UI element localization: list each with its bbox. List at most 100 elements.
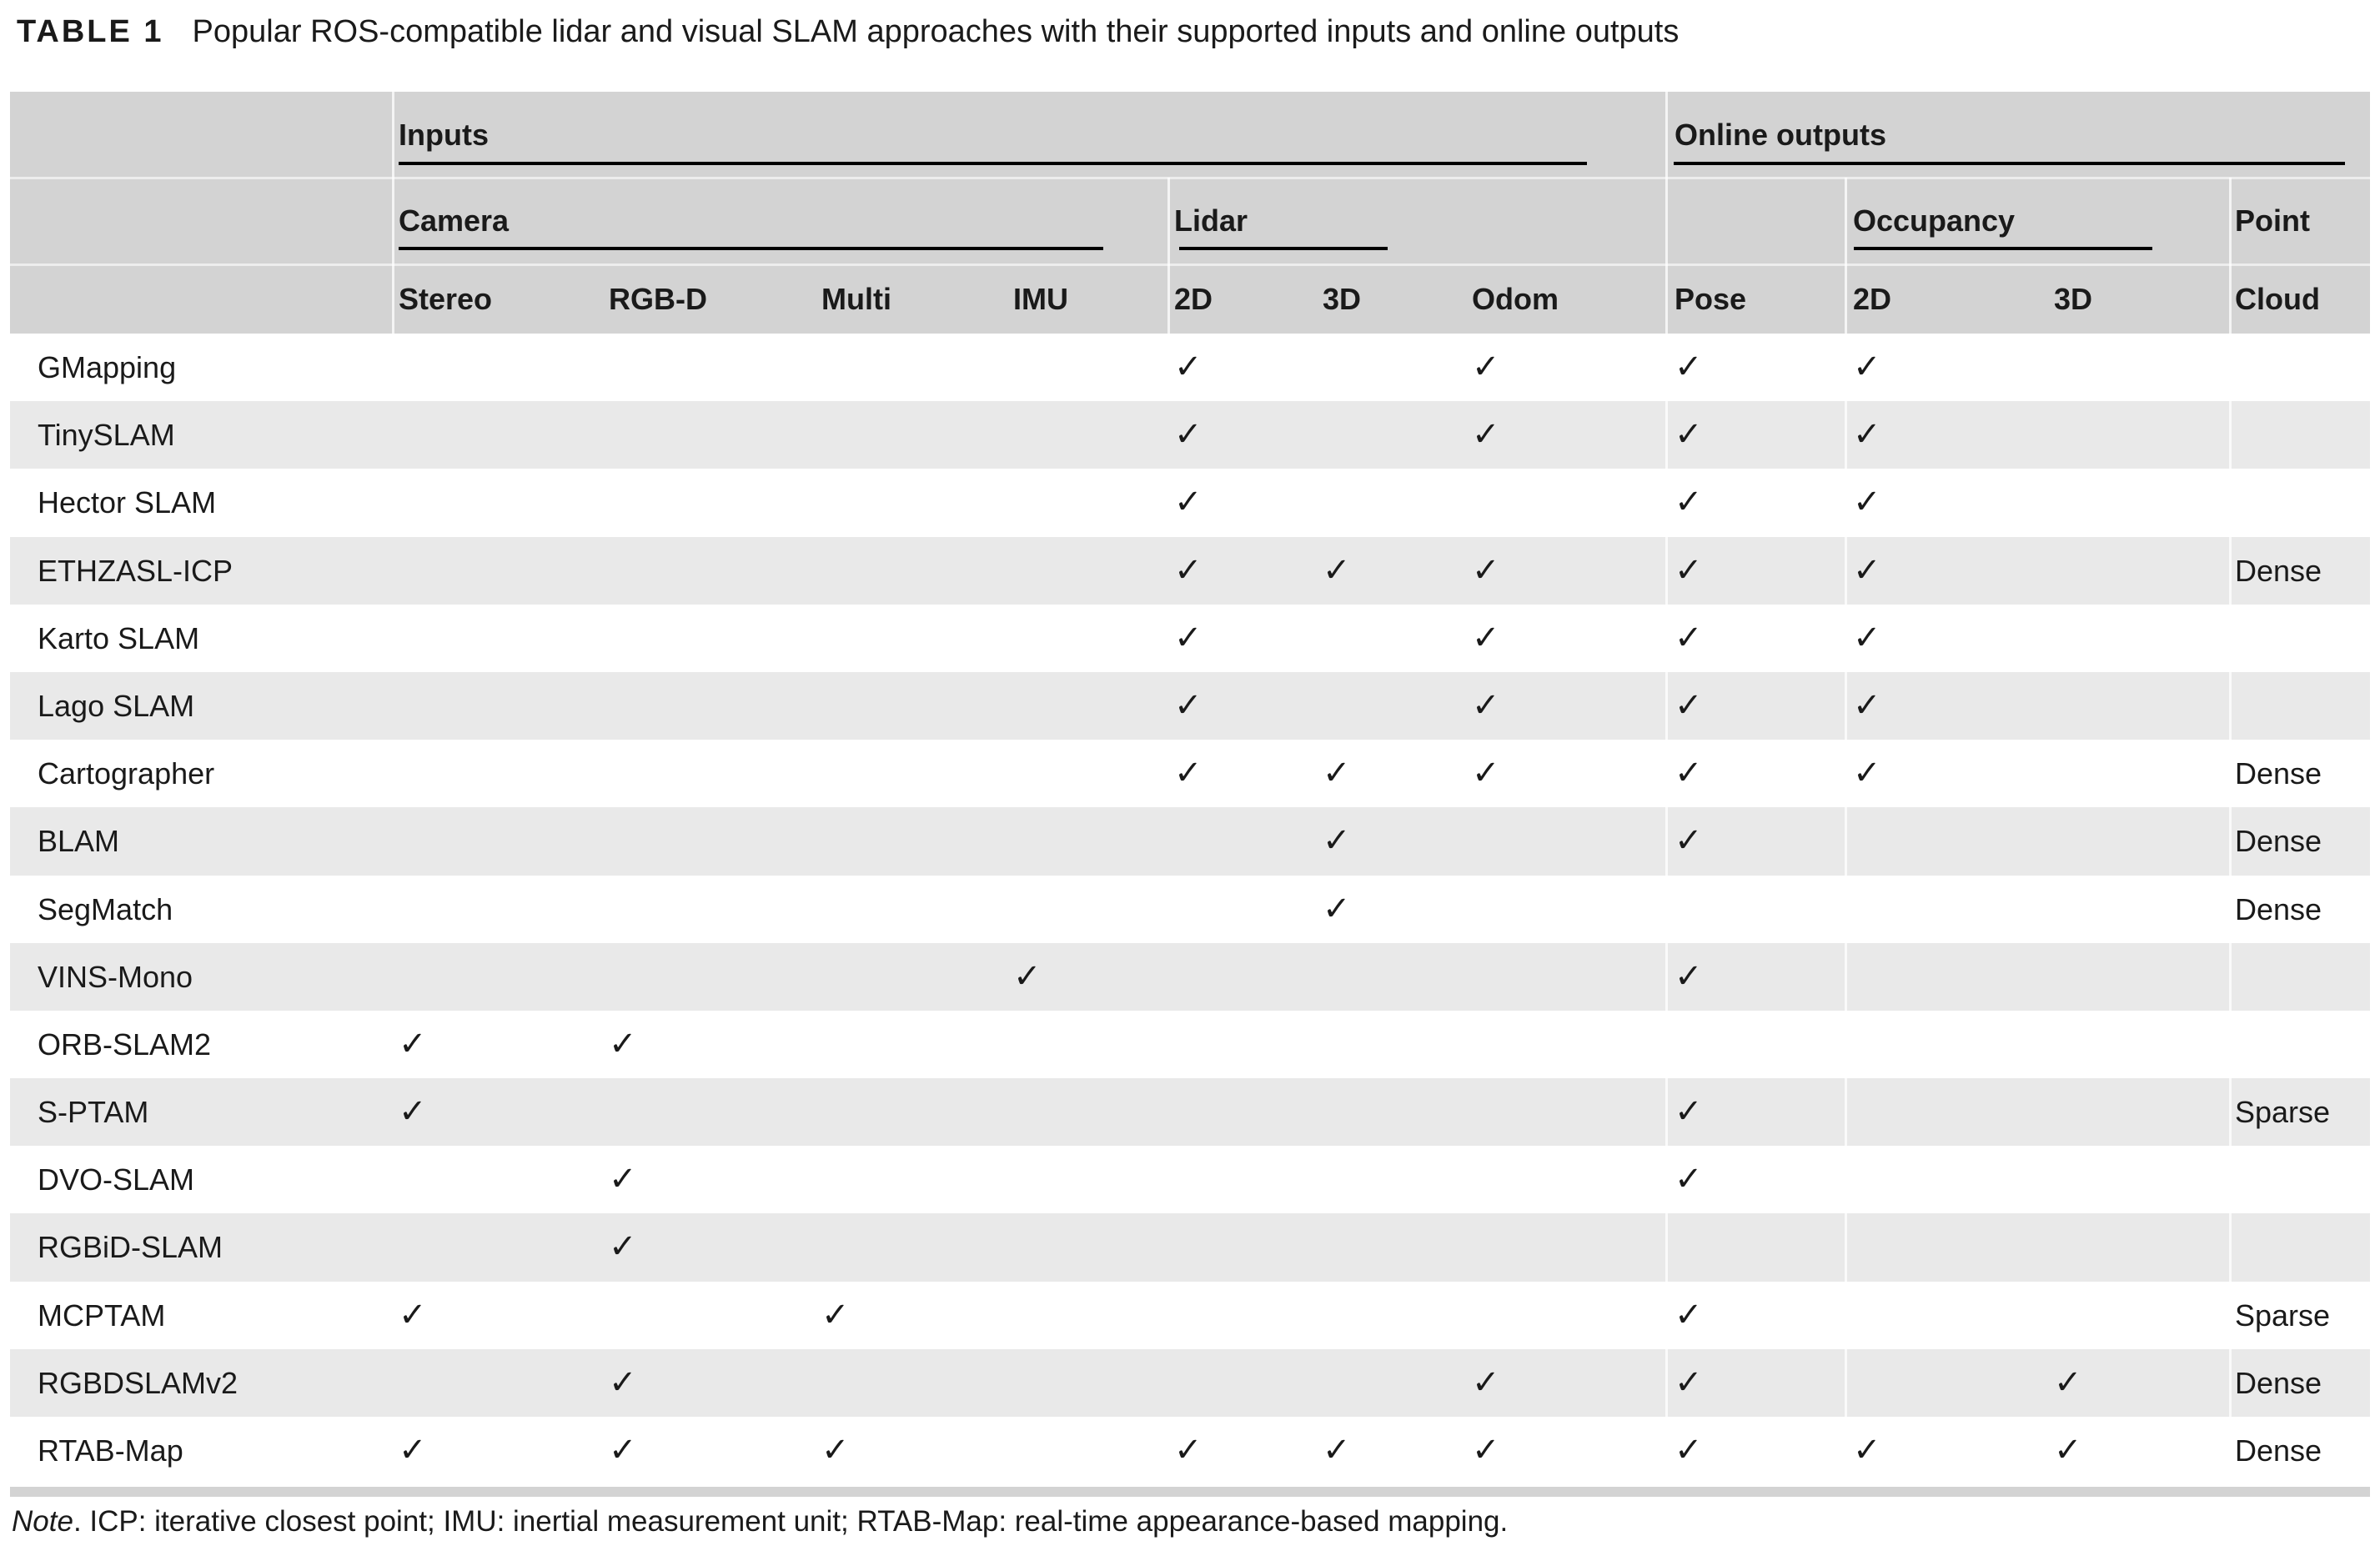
note-prefix: Note bbox=[12, 1505, 73, 1538]
row-label: Lago SLAM bbox=[38, 688, 195, 723]
checkmark-icon: ✓ bbox=[1323, 551, 1351, 589]
checkmark-icon: ✓ bbox=[1472, 1363, 1500, 1401]
checkmark-icon: ✓ bbox=[1174, 755, 1203, 792]
point-cloud-value: Dense bbox=[2235, 891, 2322, 926]
checkmark-icon: ✓ bbox=[1853, 1432, 1881, 1468]
checkmark-icon: ✓ bbox=[1174, 416, 1203, 454]
row-label: Karto SLAM bbox=[38, 620, 200, 655]
row-label: VINS-Mono bbox=[38, 959, 193, 994]
checkmark-icon: ✓ bbox=[399, 1025, 427, 1062]
table-row: SegMatch ✓ Dense bbox=[10, 875, 2370, 943]
checkmark-icon: ✓ bbox=[1472, 686, 1500, 724]
checkmark-icon: ✓ bbox=[1675, 416, 1703, 454]
row-label: ORB-SLAM2 bbox=[38, 1026, 212, 1062]
checkmark-icon: ✓ bbox=[1675, 619, 1703, 656]
checkmark-icon: ✓ bbox=[1174, 349, 1203, 385]
checkmark-icon: ✓ bbox=[1675, 822, 1703, 860]
checkmark-icon: ✓ bbox=[399, 1296, 427, 1333]
table-note: Note. ICP: iterative closest point; IMU:… bbox=[12, 1502, 1508, 1542]
checkmark-icon: ✓ bbox=[1853, 755, 1881, 792]
table-row: MCPTAM ✓ ✓ ✓ Sparse bbox=[10, 1281, 2370, 1349]
checkmark-icon: ✓ bbox=[1472, 416, 1500, 454]
column-header-pose: Pose bbox=[1675, 282, 1747, 316]
row-label: Hector SLAM bbox=[38, 485, 217, 520]
column-header-cloud: Cloud bbox=[2235, 282, 2320, 316]
checkmark-icon: ✓ bbox=[1472, 551, 1500, 589]
checkmark-icon: ✓ bbox=[1853, 619, 1881, 656]
table-row: RGBDSLAMv2 ✓ ✓ ✓ ✓ Dense bbox=[10, 1348, 2370, 1417]
table-row: TinySLAM ✓ ✓ ✓ ✓ bbox=[10, 401, 2370, 469]
table-row: Karto SLAM ✓ ✓ ✓ ✓ bbox=[10, 604, 2370, 672]
checkmark-icon: ✓ bbox=[609, 1363, 637, 1401]
checkmark-icon: ✓ bbox=[1675, 1161, 1703, 1198]
checkmark-icon: ✓ bbox=[1675, 957, 1703, 995]
column-header-occ-2d: 2D bbox=[1853, 282, 1892, 316]
row-label: Cartographer bbox=[38, 756, 215, 791]
table-row: VINS-Mono ✓ ✓ bbox=[10, 942, 2370, 1011]
table-row: GMapping ✓ ✓ ✓ ✓ bbox=[10, 334, 2370, 402]
table-row: RGBiD-SLAM ✓ bbox=[10, 1213, 2370, 1282]
table-row: RTAB-Map ✓ ✓ ✓ ✓ ✓ ✓ ✓ ✓ ✓ Dense bbox=[10, 1417, 2370, 1485]
column-header-occ-3d: 3D bbox=[2054, 282, 2093, 316]
header-group-inputs: Inputs bbox=[399, 118, 489, 152]
camera-underline bbox=[399, 247, 1103, 250]
checkmark-icon: ✓ bbox=[1675, 1093, 1703, 1131]
checkmark-icon: ✓ bbox=[1013, 957, 1042, 995]
checkmark-icon: ✓ bbox=[609, 1161, 637, 1198]
checkmark-icon: ✓ bbox=[1472, 619, 1500, 656]
point-cloud-value: Dense bbox=[2235, 1365, 2322, 1400]
checkmark-icon: ✓ bbox=[821, 1296, 850, 1333]
point-cloud-value: Dense bbox=[2235, 553, 2322, 588]
table-body: GMapping ✓ ✓ ✓ ✓ TinySLAM ✓ ✓ ✓ ✓ Hector SLAM ✓ ✓ ✓ ET… bbox=[10, 334, 2370, 1485]
checkmark-icon: ✓ bbox=[399, 1093, 427, 1131]
checkmark-icon: ✓ bbox=[1853, 416, 1881, 454]
table-row: DVO-SLAM ✓ ✓ bbox=[10, 1146, 2370, 1214]
checkmark-icon: ✓ bbox=[1675, 755, 1703, 792]
point-cloud-value: Dense bbox=[2235, 756, 2322, 791]
checkmark-icon: ✓ bbox=[1472, 755, 1500, 792]
checkmark-icon: ✓ bbox=[2054, 1363, 2082, 1401]
table-caption: TABLE 1 Popular ROS-compatible lidar and … bbox=[17, 10, 2368, 53]
checkmark-icon: ✓ bbox=[1323, 822, 1351, 860]
column-header-imu: IMU bbox=[1013, 282, 1068, 316]
row-label: GMapping bbox=[38, 350, 177, 384]
point-cloud-value: Sparse bbox=[2235, 1095, 2331, 1130]
checkmark-icon: ✓ bbox=[399, 1432, 427, 1468]
checkmark-icon: ✓ bbox=[1853, 484, 1881, 521]
checkmark-icon: ✓ bbox=[1174, 1432, 1203, 1468]
column-seam bbox=[392, 92, 394, 334]
inputs-underline bbox=[399, 162, 1587, 165]
row-label: RTAB-Map bbox=[38, 1433, 183, 1468]
checkmark-icon: ✓ bbox=[609, 1025, 637, 1062]
column-seam bbox=[1845, 178, 1847, 1484]
point-cloud-value: Sparse bbox=[2235, 1298, 2331, 1333]
checkmark-icon: ✓ bbox=[1174, 619, 1203, 656]
table-number: TABLE 1 bbox=[17, 14, 164, 49]
row-label: DVO-SLAM bbox=[38, 1162, 195, 1197]
lidar-underline bbox=[1179, 247, 1388, 250]
header-row-seam bbox=[10, 264, 2370, 266]
header-group-occupancy: Occupancy bbox=[1853, 203, 2016, 238]
row-label: SegMatch bbox=[38, 891, 173, 926]
table-row: BLAM ✓ ✓ Dense bbox=[10, 807, 2370, 876]
table-row: S-PTAM ✓ ✓ Sparse bbox=[10, 1078, 2370, 1147]
checkmark-icon: ✓ bbox=[2054, 1432, 2082, 1468]
table-row: Cartographer ✓ ✓ ✓ ✓ ✓ Dense bbox=[10, 740, 2370, 808]
header-group-point: Point bbox=[2235, 203, 2310, 238]
table-caption-text: Popular ROS-compatible lidar and visual … bbox=[192, 14, 1680, 49]
checkmark-icon: ✓ bbox=[1675, 349, 1703, 385]
note-text: . ICP: iterative closest point; IMU: ine… bbox=[73, 1505, 1509, 1538]
checkmark-icon: ✓ bbox=[1675, 1363, 1703, 1401]
checkmark-icon: ✓ bbox=[1472, 349, 1500, 385]
column-header-odom: Odom bbox=[1472, 282, 1559, 316]
column-header-lidar-2d: 2D bbox=[1174, 282, 1213, 316]
column-header-lidar-3d: 3D bbox=[1323, 282, 1362, 316]
header-group-online-outputs: Online outputs bbox=[1675, 118, 1886, 152]
checkmark-icon: ✓ bbox=[1174, 484, 1203, 521]
row-label: MCPTAM bbox=[38, 1298, 166, 1333]
checkmark-icon: ✓ bbox=[1675, 484, 1703, 521]
checkmark-icon: ✓ bbox=[1675, 686, 1703, 724]
column-seam bbox=[2229, 178, 2232, 1484]
row-label: RGBiD-SLAM bbox=[38, 1230, 223, 1265]
